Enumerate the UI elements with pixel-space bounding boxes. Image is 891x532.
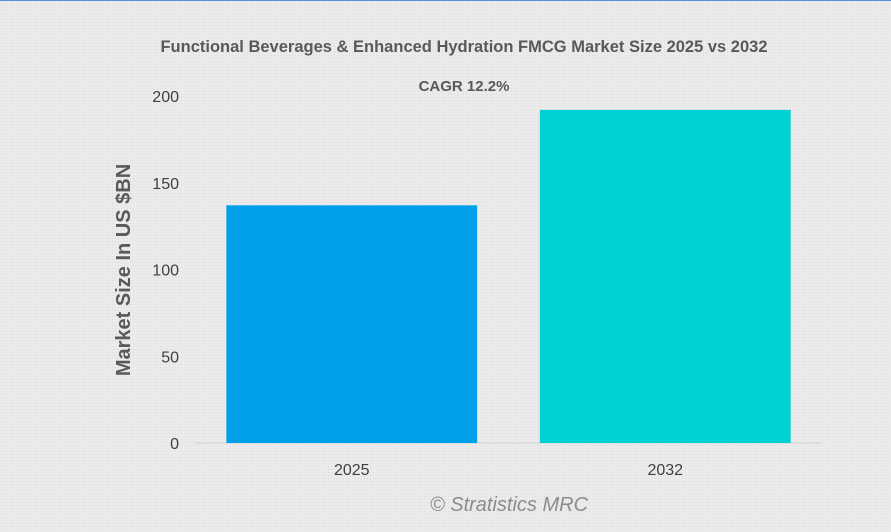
bars-layer xyxy=(226,109,791,443)
y-tick-label: 200 xyxy=(152,89,179,106)
x-axis-ticks: 2025 2032 xyxy=(334,462,683,479)
x-tick-label: 2032 xyxy=(647,462,683,479)
bar-2032 xyxy=(539,109,791,443)
y-tick-label: 50 xyxy=(161,349,179,366)
y-tick-label: 150 xyxy=(152,176,179,193)
x-tick-label: 2025 xyxy=(334,462,370,479)
bar-2025 xyxy=(226,205,478,443)
cagr-annotation: CAGR 12.2% xyxy=(419,78,510,95)
chart-title: Functional Beverages & Enhanced Hydratio… xyxy=(160,38,767,56)
y-axis-ticks: 0 50 100 150 200 xyxy=(152,89,179,453)
y-tick-label: 100 xyxy=(152,263,179,280)
source-credit: © Stratistics MRC xyxy=(430,494,589,516)
y-tick-label: 0 xyxy=(170,436,179,453)
y-axis-label: Market Size In US $BN xyxy=(113,164,135,376)
